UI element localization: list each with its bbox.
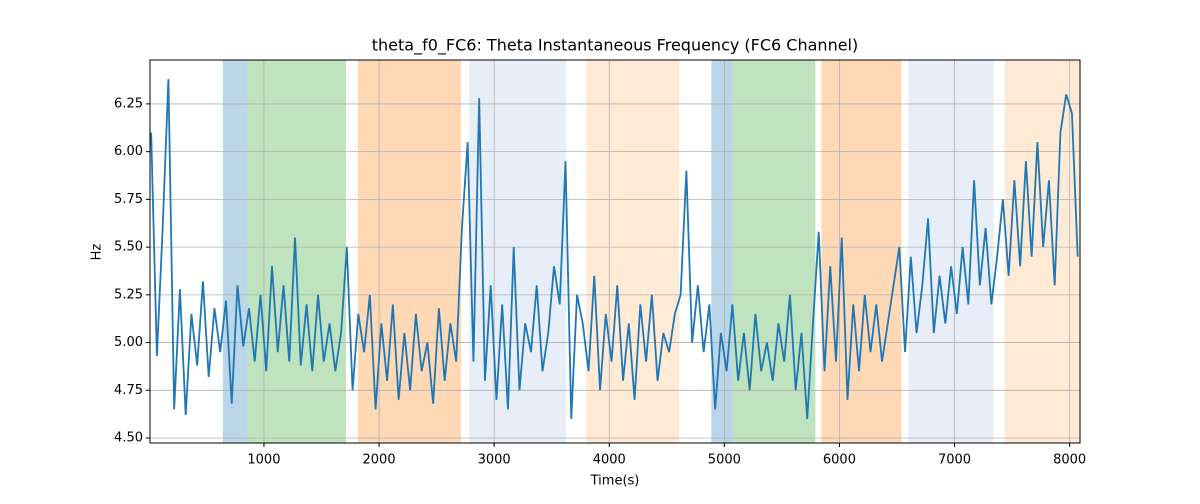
x-tick-label: 3000: [478, 453, 511, 468]
shaded-span: [732, 60, 816, 443]
shaded-span: [821, 60, 902, 443]
shaded-span: [222, 60, 248, 443]
y-tick-label: 6.25: [114, 96, 143, 111]
chart-title: theta_f0_FC6: Theta Instantaneous Freque…: [372, 36, 858, 56]
shaded-span: [469, 60, 567, 443]
x-tick-label: 7000: [938, 453, 971, 468]
x-tick-label: 6000: [823, 453, 856, 468]
y-tick-label: 4.75: [114, 383, 143, 398]
shaded-span: [711, 60, 733, 443]
y-tick-label: 5.50: [114, 240, 143, 255]
x-tick-label: 8000: [1053, 453, 1086, 468]
y-tick-label: 5.25: [114, 287, 143, 302]
x-axis-label: Time(s): [590, 474, 640, 489]
y-axis-label: Hz: [90, 244, 105, 261]
y-tick-label: 4.50: [114, 431, 143, 446]
data-line: [150, 79, 1079, 420]
x-tick-label: 2000: [363, 453, 396, 468]
shaded-span: [1004, 60, 1080, 443]
x-tick-label: 5000: [708, 453, 741, 468]
x-tick-label: 4000: [593, 453, 626, 468]
shaded-span: [908, 60, 994, 443]
x-tick-label: 1000: [247, 453, 280, 468]
y-tick-label: 6.00: [114, 144, 143, 159]
shaded-span: [247, 60, 347, 443]
plot-frame: [149, 59, 1081, 444]
y-tick-label: 5.75: [114, 192, 143, 207]
y-tick-label: 5.00: [114, 335, 143, 350]
